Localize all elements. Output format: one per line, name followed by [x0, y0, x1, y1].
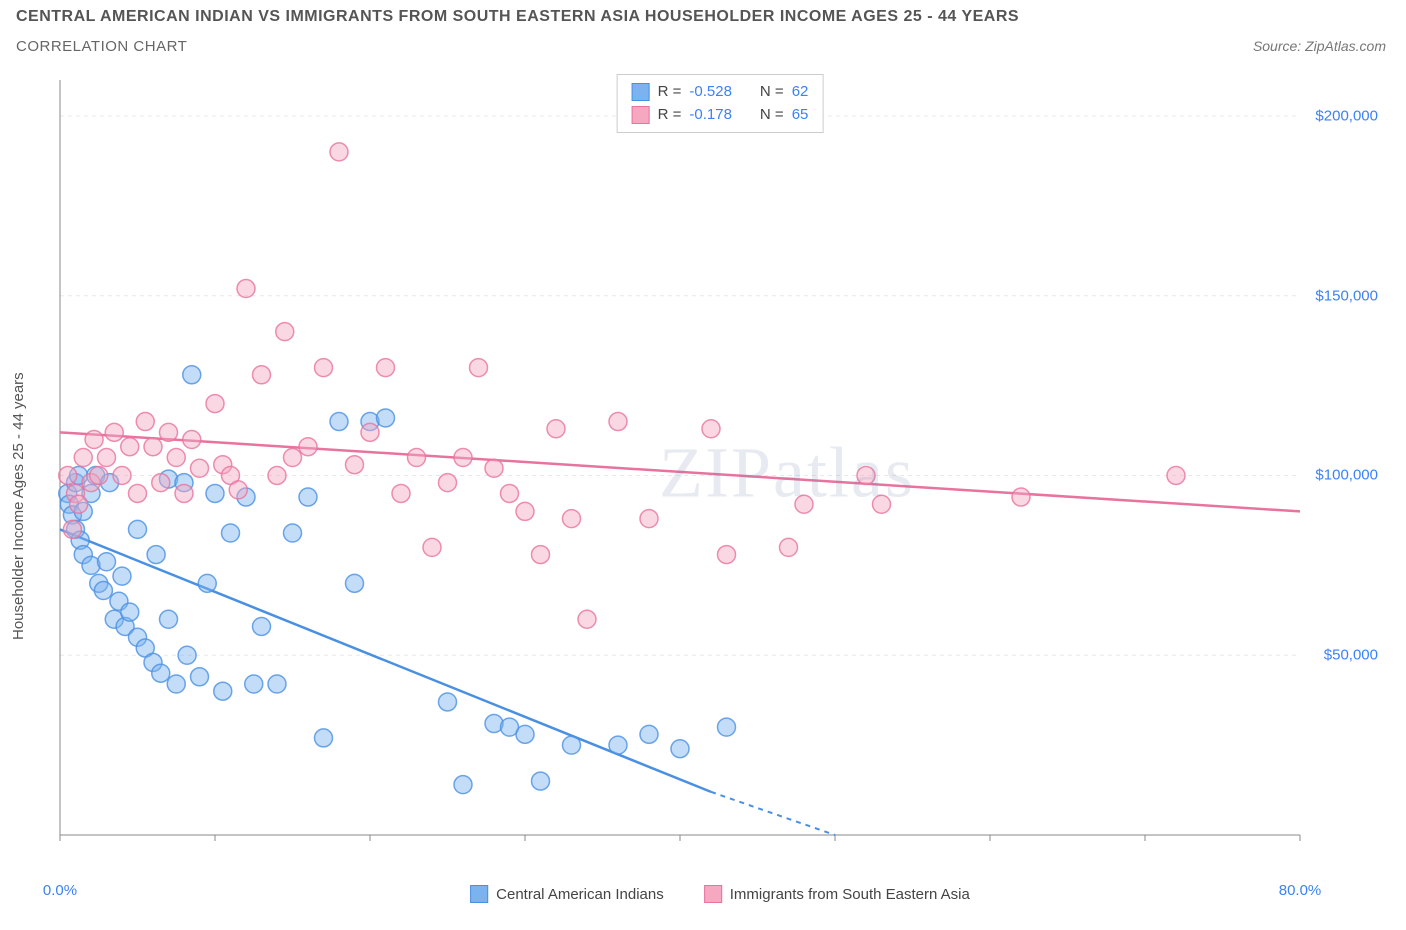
stats-swatch-blue: [632, 83, 650, 101]
stats-n-label: N =: [760, 81, 784, 104]
stats-r-value-1: -0.528: [689, 81, 732, 104]
legend-item-2: Immigrants from South Eastern Asia: [704, 885, 970, 903]
source-label: Source: ZipAtlas.com: [1253, 38, 1386, 54]
stats-r-value-2: -0.178: [689, 104, 732, 127]
x-tick-label: 80.0%: [1279, 882, 1322, 899]
stats-r-label: R =: [658, 81, 682, 104]
stats-n-label: N =: [760, 104, 784, 127]
stats-n-value-2: 65: [792, 104, 809, 127]
y-tick-label: $100,000: [1315, 467, 1378, 484]
stats-r-label: R =: [658, 104, 682, 127]
legend-label-2: Immigrants from South Eastern Asia: [730, 886, 970, 903]
chart-area: ZIPatlas R = -0.528 N = 62 R = -0.178 N …: [50, 70, 1390, 875]
chart-subtitle: CORRELATION CHART: [16, 38, 187, 55]
scatter-plot: [50, 70, 1390, 875]
legend-label-1: Central American Indians: [496, 886, 664, 903]
stats-row-series2: R = -0.178 N = 65: [632, 104, 809, 127]
stats-n-value-1: 62: [792, 81, 809, 104]
y-tick-label: $50,000: [1324, 647, 1378, 664]
stats-swatch-pink: [632, 106, 650, 124]
stats-legend-box: R = -0.528 N = 62 R = -0.178 N = 65: [617, 74, 824, 133]
stats-row-series1: R = -0.528 N = 62: [632, 81, 809, 104]
legend-item-1: Central American Indians: [470, 885, 664, 903]
legend-swatch-pink: [704, 885, 722, 903]
x-tick-label: 0.0%: [43, 882, 77, 899]
chart-title: CENTRAL AMERICAN INDIAN VS IMMIGRANTS FR…: [16, 8, 1019, 26]
bottom-legend: Central American Indians Immigrants from…: [470, 885, 970, 903]
y-tick-label: $150,000: [1315, 287, 1378, 304]
legend-swatch-blue: [470, 885, 488, 903]
y-axis-label: Householder Income Ages 25 - 44 years: [10, 372, 27, 640]
y-tick-label: $200,000: [1315, 107, 1378, 124]
